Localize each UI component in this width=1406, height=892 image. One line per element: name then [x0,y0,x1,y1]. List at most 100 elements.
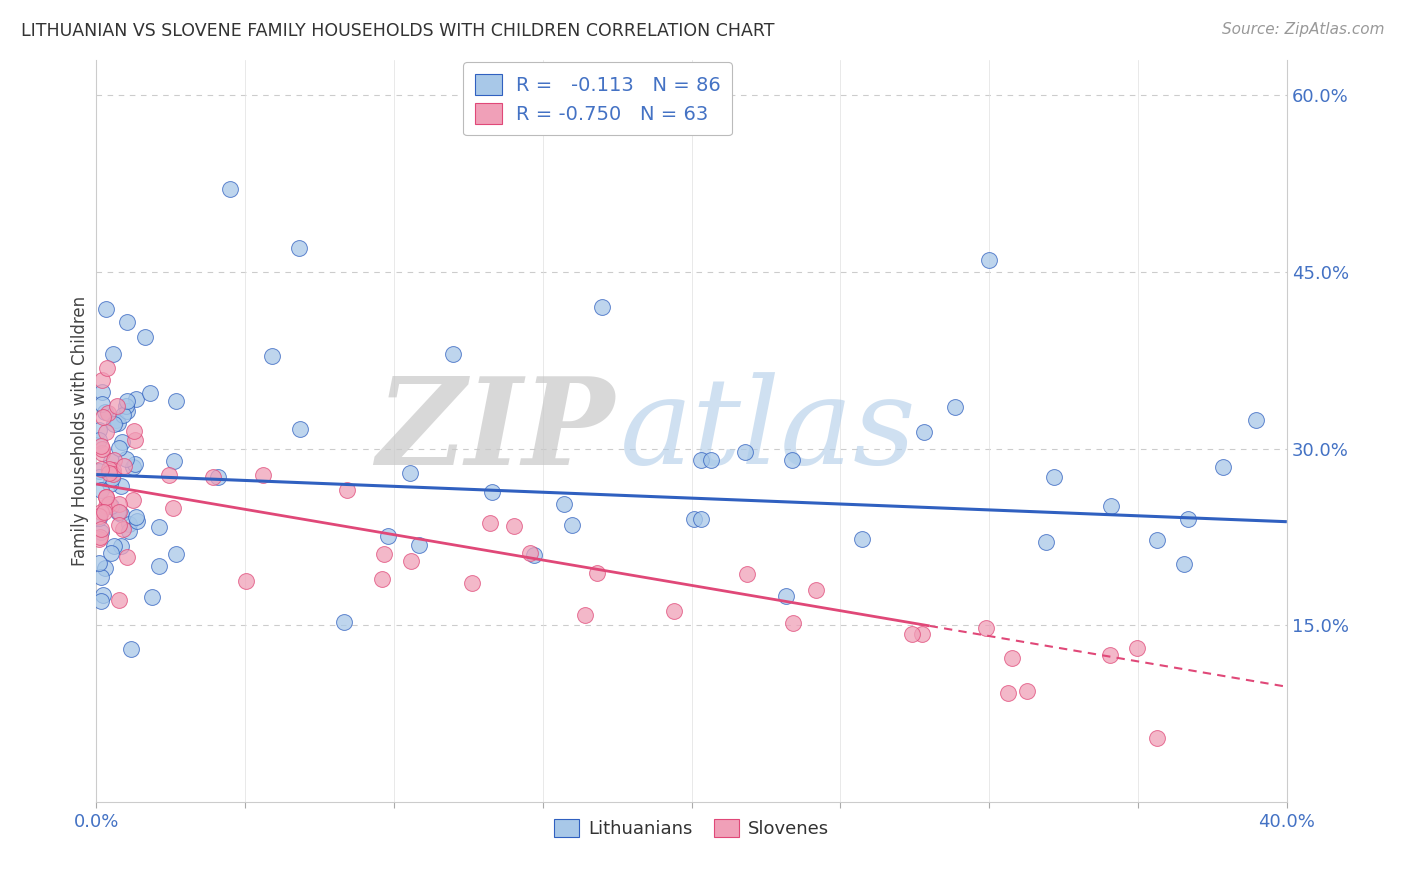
Point [91,446,114,460]
Point [93,405,115,419]
Text: ZIP: ZIP [375,372,614,491]
Point [734,444,756,458]
Point [89,423,111,437]
Point [235,574,257,589]
Point [90,462,112,476]
Point [479,516,502,530]
Point [124,433,146,447]
Point [806,583,828,598]
Point [553,497,575,511]
Point [574,607,596,622]
Point [110,478,132,492]
Point [401,553,423,567]
Point [262,349,284,363]
Point [94,499,117,513]
Text: atlas: atlas [620,372,917,490]
Point [103,467,125,482]
Point [94,490,117,504]
Point [782,616,804,631]
Point [111,435,134,450]
Point [219,182,242,196]
Point [100,547,122,561]
Point [689,512,711,526]
Point [1244,413,1267,427]
Point [408,538,430,552]
Point [101,463,124,477]
Point [997,686,1019,700]
Point [333,615,356,630]
Point [117,315,139,329]
Point [101,471,124,485]
Point [162,501,184,516]
Point [1099,500,1122,514]
Point [103,417,125,431]
Point [89,433,111,447]
Point [1098,648,1121,662]
Point [134,329,156,343]
Point [89,557,111,571]
Point [662,604,685,618]
Point [591,300,613,314]
Point [114,451,136,466]
Point [94,425,117,439]
Point [97,462,120,476]
Point [90,570,112,584]
Point [851,532,873,546]
Point [93,505,115,519]
Point [124,458,146,472]
Point [112,458,135,473]
Point [371,572,394,586]
Point [98,476,121,491]
Point [735,566,758,581]
Point [125,509,148,524]
Point [94,301,117,316]
Point [100,454,122,468]
Legend: Lithuanians, Slovenes: Lithuanians, Slovenes [547,812,837,846]
Point [108,505,131,519]
Point [90,525,112,540]
Point [103,540,125,554]
Point [1035,535,1057,549]
Point [118,524,141,539]
Point [912,425,935,439]
Point [91,373,114,387]
Point [98,497,121,511]
Point [90,522,112,536]
Point [1146,533,1168,547]
Point [94,561,117,575]
Point [108,593,131,607]
Point [399,466,422,480]
Point [89,510,111,524]
Point [91,396,114,410]
Point [105,413,128,427]
Point [683,512,706,526]
Point [207,470,229,484]
Point [89,464,111,478]
Point [98,466,121,480]
Point [979,252,1001,267]
Point [125,514,148,528]
Point [125,392,148,406]
Point [700,453,723,467]
Point [148,559,170,574]
Point [90,483,112,497]
Point [90,505,112,519]
Point [115,399,138,413]
Point [165,547,187,561]
Point [481,484,503,499]
Point [107,518,129,533]
Point [118,516,141,531]
Point [112,408,135,422]
Point [89,532,111,546]
Point [90,439,112,453]
Text: LITHUANIAN VS SLOVENE FAMILY HOUSEHOLDS WITH CHILDREN CORRELATION CHART: LITHUANIAN VS SLOVENE FAMILY HOUSEHOLDS … [21,22,775,40]
Point [90,594,112,608]
Point [139,385,162,400]
Point [148,520,170,534]
Point [974,621,997,635]
Point [141,590,163,604]
Point [122,493,145,508]
Point [1001,651,1024,665]
Point [1126,641,1149,656]
Point [89,530,111,544]
